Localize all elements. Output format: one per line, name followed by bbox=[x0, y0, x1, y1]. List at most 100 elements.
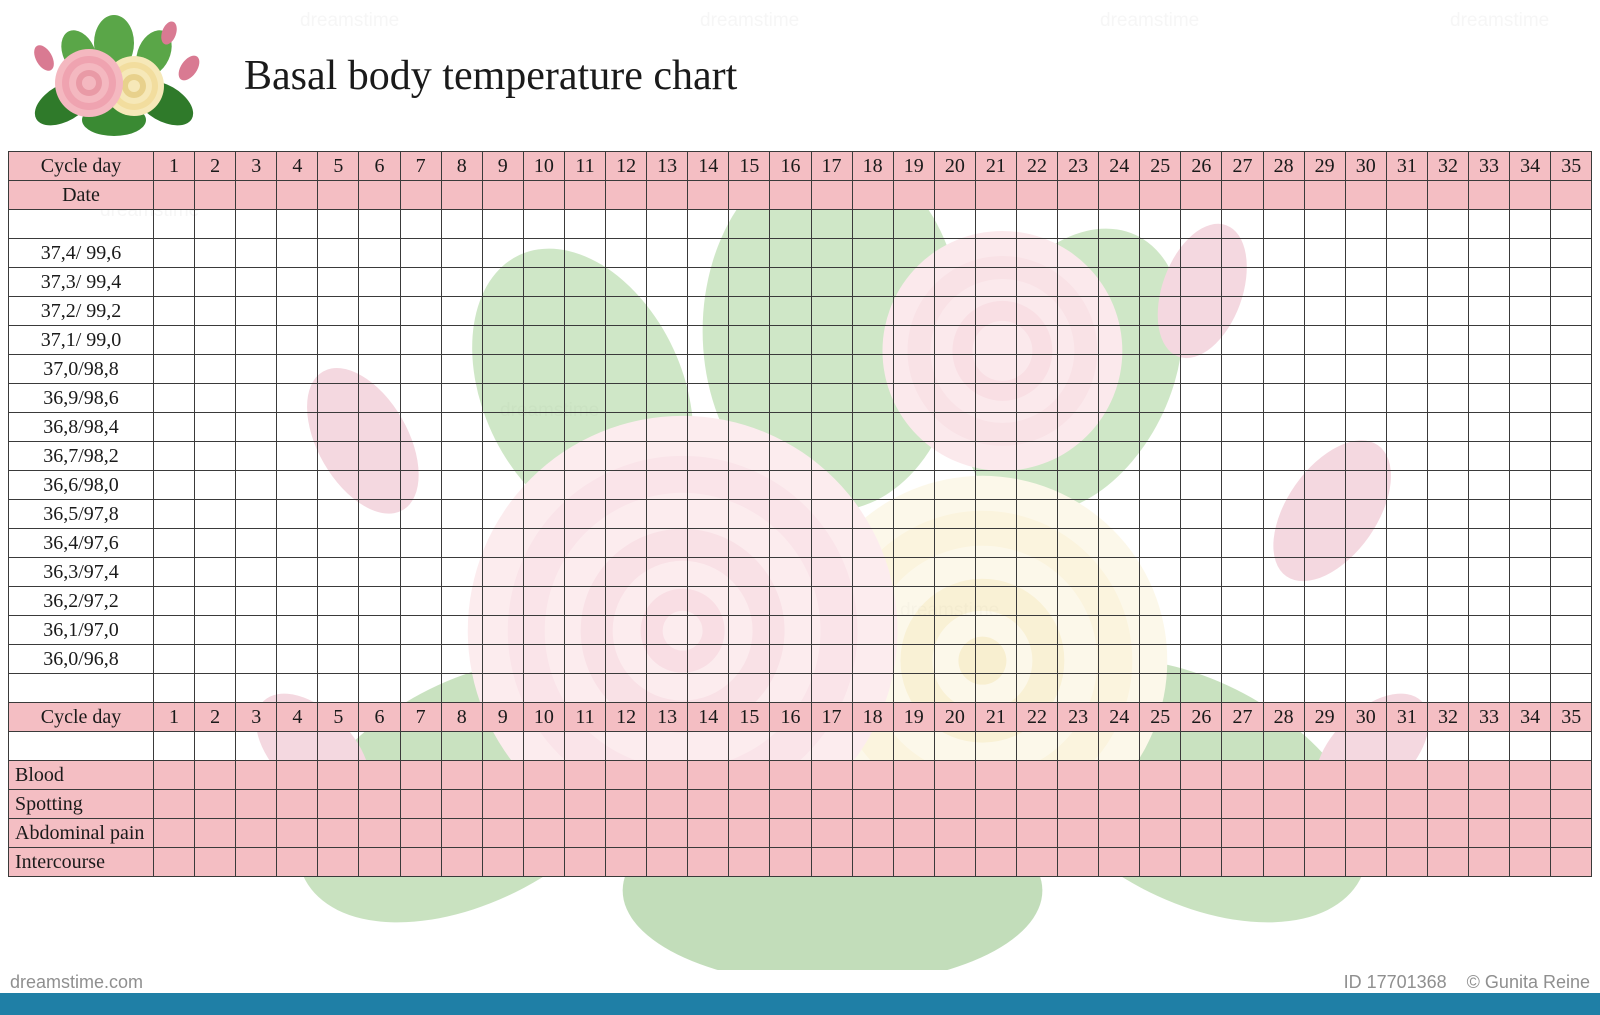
temperature-cell bbox=[1469, 529, 1510, 558]
temperature-row: 36,0/96,8 bbox=[9, 645, 1592, 674]
temperature-cell bbox=[1551, 471, 1592, 500]
temperature-cell bbox=[1263, 413, 1304, 442]
temperature-cell bbox=[564, 413, 605, 442]
cell bbox=[318, 674, 359, 703]
cell bbox=[318, 732, 359, 761]
day-number-cell: 5 bbox=[318, 703, 359, 732]
temperature-cell bbox=[1510, 500, 1551, 529]
temperature-label: 36,6/98,0 bbox=[9, 471, 154, 500]
date-label: Date bbox=[9, 181, 154, 210]
temperature-cell bbox=[195, 529, 236, 558]
tracking-cell bbox=[1016, 848, 1057, 877]
tracking-cell bbox=[1222, 790, 1263, 819]
temperature-cell bbox=[482, 355, 523, 384]
temperature-cell bbox=[1058, 587, 1099, 616]
date-cell bbox=[1386, 181, 1427, 210]
tracking-cell bbox=[1469, 819, 1510, 848]
temperature-cell bbox=[1386, 616, 1427, 645]
tracking-cell bbox=[893, 790, 934, 819]
tracking-cell bbox=[1551, 790, 1592, 819]
temperature-cell bbox=[1181, 442, 1222, 471]
temperature-cell bbox=[688, 645, 729, 674]
cell bbox=[688, 674, 729, 703]
temperature-cell bbox=[1016, 471, 1057, 500]
tracking-cell bbox=[1469, 761, 1510, 790]
temperature-label: 36,2/97,2 bbox=[9, 587, 154, 616]
tracking-cell bbox=[523, 790, 564, 819]
date-cell bbox=[975, 181, 1016, 210]
cell bbox=[606, 210, 647, 239]
temperature-cell bbox=[1386, 268, 1427, 297]
day-number-cell: 34 bbox=[1510, 152, 1551, 181]
temperature-cell bbox=[811, 239, 852, 268]
temperature-cell bbox=[482, 587, 523, 616]
cell bbox=[770, 674, 811, 703]
temperature-cell bbox=[359, 500, 400, 529]
tracking-cell bbox=[400, 819, 441, 848]
temperature-cell bbox=[1551, 558, 1592, 587]
intercourse-label: Intercourse bbox=[9, 848, 154, 877]
temperature-cell bbox=[318, 558, 359, 587]
cell bbox=[1345, 674, 1386, 703]
temperature-cell bbox=[647, 500, 688, 529]
temperature-cell bbox=[1263, 645, 1304, 674]
tracking-cell bbox=[1304, 761, 1345, 790]
temperature-cell bbox=[1510, 239, 1551, 268]
temperature-cell bbox=[154, 268, 195, 297]
temperature-cell bbox=[852, 645, 893, 674]
temperature-cell bbox=[318, 355, 359, 384]
tracking-cell bbox=[852, 819, 893, 848]
temperature-cell bbox=[893, 442, 934, 471]
temperature-cell bbox=[1140, 326, 1181, 355]
temperature-cell bbox=[1099, 529, 1140, 558]
temperature-row: 36,2/97,2 bbox=[9, 587, 1592, 616]
cell bbox=[1016, 210, 1057, 239]
temperature-cell bbox=[277, 616, 318, 645]
temperature-cell bbox=[400, 297, 441, 326]
temperature-cell bbox=[1386, 355, 1427, 384]
tracking-cell bbox=[236, 848, 277, 877]
temperature-cell bbox=[1386, 326, 1427, 355]
tracking-cell bbox=[1058, 848, 1099, 877]
day-number-cell: 7 bbox=[400, 152, 441, 181]
temperature-cell bbox=[1140, 529, 1181, 558]
temperature-cell bbox=[154, 587, 195, 616]
tracking-cell bbox=[236, 761, 277, 790]
temperature-cell bbox=[195, 326, 236, 355]
cell bbox=[852, 210, 893, 239]
temperature-cell bbox=[277, 239, 318, 268]
temperature-cell bbox=[441, 587, 482, 616]
tracking-cell bbox=[770, 790, 811, 819]
tracking-cell bbox=[688, 790, 729, 819]
cell bbox=[893, 732, 934, 761]
temperature-cell bbox=[1016, 326, 1057, 355]
temperature-cell bbox=[236, 326, 277, 355]
temperature-cell bbox=[1099, 384, 1140, 413]
bbt-chart-table: Cycle day1234567891011121314151617181920… bbox=[8, 151, 1592, 877]
temperature-cell bbox=[523, 355, 564, 384]
temperature-cell bbox=[154, 471, 195, 500]
temperature-cell bbox=[277, 355, 318, 384]
temperature-cell bbox=[893, 413, 934, 442]
temperature-cell bbox=[1386, 413, 1427, 442]
temperature-cell bbox=[1427, 355, 1468, 384]
cell bbox=[852, 674, 893, 703]
tracking-cell bbox=[1510, 848, 1551, 877]
temperature-cell bbox=[154, 616, 195, 645]
temperature-cell bbox=[1099, 616, 1140, 645]
temperature-cell bbox=[318, 616, 359, 645]
tracking-cell bbox=[934, 761, 975, 790]
temperature-cell bbox=[195, 616, 236, 645]
temperature-cell bbox=[1304, 239, 1345, 268]
date-cell bbox=[770, 181, 811, 210]
temperature-cell bbox=[1181, 355, 1222, 384]
temperature-cell bbox=[811, 645, 852, 674]
cell bbox=[277, 732, 318, 761]
temperature-cell bbox=[975, 442, 1016, 471]
temperature-cell bbox=[1469, 355, 1510, 384]
temperature-cell bbox=[606, 587, 647, 616]
tracking-cell bbox=[975, 790, 1016, 819]
temperature-cell bbox=[1222, 268, 1263, 297]
tracking-cell bbox=[975, 761, 1016, 790]
cell bbox=[1386, 674, 1427, 703]
